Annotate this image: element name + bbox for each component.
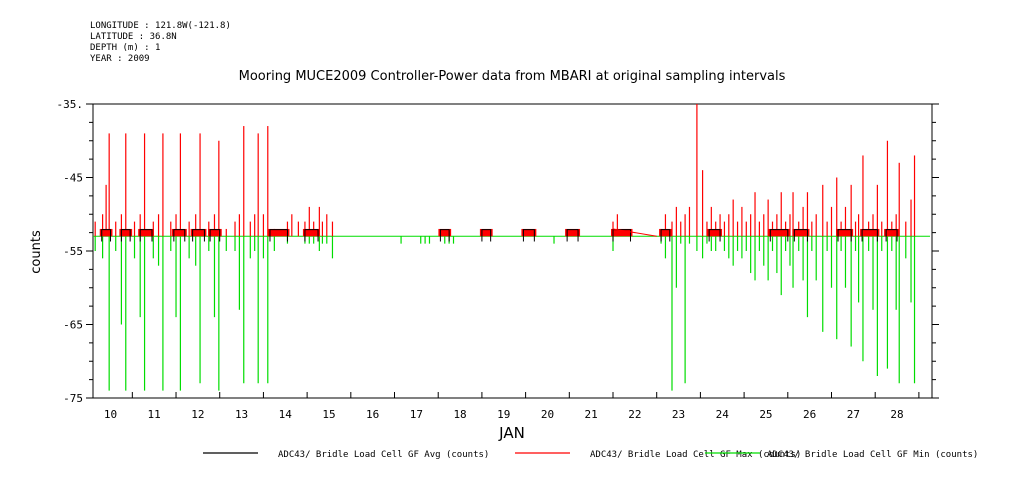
- x-tick-label: 20: [541, 408, 554, 421]
- avg-segment: [708, 229, 721, 242]
- chart-title: Mooring MUCE2009 Controller-Power data f…: [239, 69, 786, 84]
- avg-segment: [269, 229, 288, 242]
- x-tick-label: 22: [628, 408, 641, 421]
- plot-area: -35. -45 -55 -65 -75 10 11 12 13 14 15 16 17 18 19 20 21…: [57, 98, 939, 421]
- max-band: [860, 228, 880, 237]
- x-tick-label: 19: [497, 408, 510, 421]
- x-tick-label: 28: [890, 408, 903, 421]
- y-tick-label: -35.: [57, 98, 84, 111]
- x-tick-label: 18: [453, 408, 466, 421]
- max-band: [302, 228, 321, 237]
- avg-segment: [612, 229, 631, 242]
- y-tick-label: -65: [63, 319, 83, 332]
- x-tick-label: 13: [235, 408, 248, 421]
- x-axis-title: JAN: [498, 424, 525, 442]
- avg-segment: [837, 229, 852, 242]
- legend-label: ADC43/ Bridle Load Cell GF Avg (counts): [278, 450, 489, 460]
- max-band: [267, 228, 290, 237]
- avg-segment: [769, 229, 789, 242]
- avg-segment: [139, 229, 153, 242]
- latitude-text: LATITUDE : 36.8N: [90, 32, 177, 42]
- legend: ADC43/ Bridle Load Cell GF Avg (counts) A…: [203, 450, 978, 460]
- avg-segment: [885, 229, 898, 242]
- longitude-text: LONGITUDE : 121.8W(-121.8): [90, 21, 231, 31]
- avg-segment: [439, 229, 450, 242]
- x-tick-label: 17: [410, 408, 423, 421]
- max-band: [119, 228, 133, 237]
- max-band: [99, 228, 113, 237]
- x-tick-label: 24: [716, 408, 730, 421]
- max-band: [138, 228, 154, 237]
- max-band: [768, 228, 790, 237]
- y-tick-label: -75: [63, 392, 83, 405]
- max-band: [208, 228, 222, 237]
- max-band: [836, 228, 854, 237]
- max-band: [659, 228, 672, 237]
- year-text: YEAR : 2009: [90, 54, 150, 64]
- legend-label: ADC43/ Bridle Load Cell GF Max (counts): [590, 450, 801, 460]
- max-band: [521, 228, 537, 237]
- max-band: [884, 228, 900, 237]
- x-tick-label: 10: [104, 408, 117, 421]
- max-band: [611, 228, 633, 237]
- x-tick-label: 23: [672, 408, 685, 421]
- max-band: [479, 228, 493, 237]
- x-tick-label: 21: [585, 408, 598, 421]
- avg-segment: [522, 229, 535, 242]
- avg-segment: [481, 229, 492, 242]
- avg-segment: [660, 229, 671, 242]
- x-tick-label: 15: [322, 408, 335, 421]
- avg-segment: [209, 229, 221, 242]
- max-band: [190, 228, 207, 237]
- max-band: [438, 228, 452, 237]
- x-tick-label: 25: [759, 408, 772, 421]
- max-band: [707, 228, 723, 237]
- legend-label: ADC43/ Bridle Load Cell GF Min (counts): [767, 450, 978, 460]
- x-tick-label: 16: [366, 408, 379, 421]
- x-tick-label: 12: [191, 408, 204, 421]
- max-gap-line: [612, 228, 657, 237]
- avg-segment: [861, 229, 878, 242]
- y-tick-label: -45: [63, 172, 83, 185]
- depth-text: DEPTH (m) : 1: [90, 43, 161, 53]
- x-tick-label: 14: [279, 408, 293, 421]
- y-tick-label: -55: [63, 245, 83, 258]
- avg-segment: [793, 229, 808, 242]
- station-metadata: LONGITUDE : 121.8W(-121.8) LATITUDE : 36…: [90, 21, 231, 65]
- avg-segment: [192, 229, 205, 242]
- max-band: [792, 228, 810, 237]
- max-band: [565, 228, 581, 237]
- avg-segment: [566, 229, 579, 242]
- x-tick-label: 26: [803, 408, 816, 421]
- y-axis-title: counts: [29, 230, 44, 274]
- avg-segment: [304, 229, 319, 242]
- avg-segment: [101, 229, 111, 242]
- max-band: [171, 228, 187, 237]
- x-tick-label: 11: [148, 408, 161, 421]
- x-tick-label: 27: [847, 408, 860, 421]
- avg-segment: [120, 229, 131, 242]
- avg-segment: [173, 229, 186, 242]
